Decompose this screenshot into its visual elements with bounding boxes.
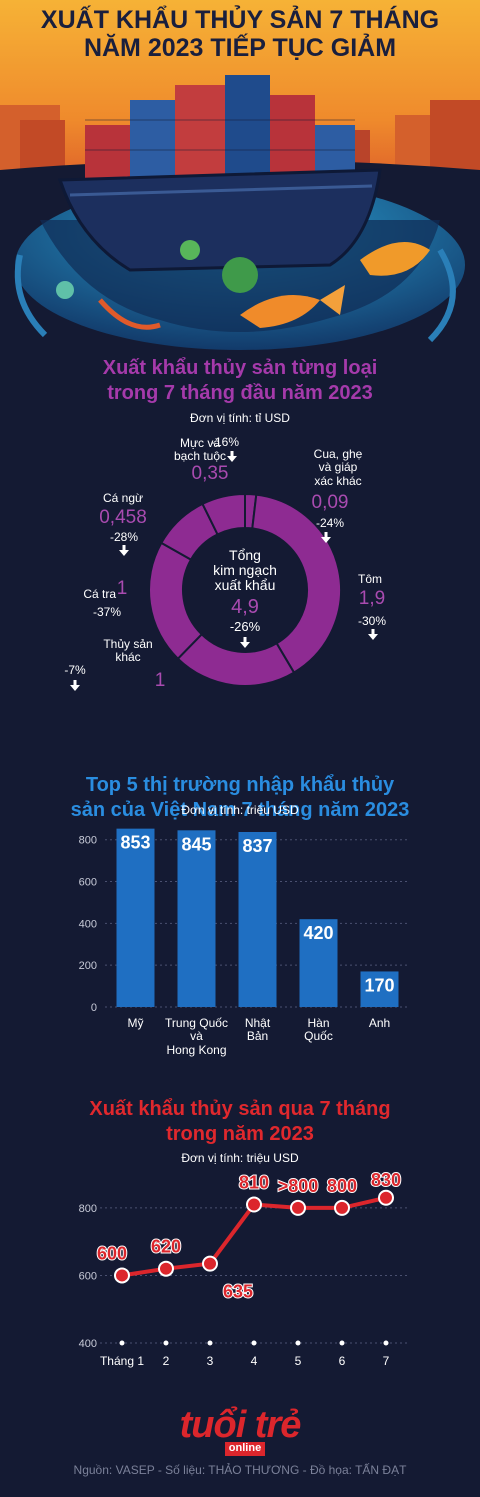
axis-dot — [383, 1340, 389, 1346]
point — [378, 1189, 394, 1206]
main-title: XUẤT KHẨU THỦY SẢN 7 THÁNG NĂM 2023 TIẾP… — [40, 6, 440, 62]
pie-category-label: Cá ngừ — [102, 491, 144, 505]
bar — [177, 830, 216, 1007]
pie-category-label: Cua, ghẹ và giáp xác khác — [313, 447, 363, 488]
logo: tuổi trẻ — [179, 1404, 302, 1446]
pie-subtitle: Đơn vị tính: tỉ USD — [190, 411, 290, 425]
point-label: 600 — [97, 1243, 127, 1263]
y-tick-label: 200 — [79, 960, 97, 972]
axis-dot — [251, 1340, 257, 1346]
x-tick-label: 4 — [251, 1354, 258, 1368]
pie-change-label: -37% — [92, 605, 122, 619]
y-tick-label: 0 — [91, 1002, 97, 1014]
logo-box — [225, 1442, 265, 1456]
pie-value-label: 0,09 — [311, 492, 349, 513]
pie-category-label: Mực và bạch tuộc — [173, 436, 227, 464]
bar — [116, 828, 155, 1007]
down-arrow — [227, 451, 237, 462]
x-tick-label: Tháng 1 — [100, 1354, 144, 1368]
axis-dot — [295, 1340, 301, 1346]
axis-dot — [119, 1340, 125, 1346]
y-tick-label: 600 — [79, 877, 97, 889]
point-label: 800 — [327, 1176, 357, 1196]
x-tick-label: Anh — [368, 1016, 391, 1030]
point-label: 620 — [151, 1237, 181, 1257]
pie-change-label: -30% — [357, 614, 387, 628]
pie-value-label: 1 — [154, 670, 166, 691]
down-arrow — [70, 680, 80, 691]
pie-change-label: -24% — [315, 516, 345, 530]
point-label: >800 — [278, 1176, 319, 1196]
bar-value-label: 420 — [303, 923, 333, 943]
header-illustration — [0, 0, 480, 360]
bar-value-label: 170 — [364, 975, 394, 995]
bar — [360, 971, 399, 1007]
bar-title: Top 5 thị trường nhập khẩu thủy sản của … — [70, 774, 410, 821]
point — [114, 1267, 130, 1284]
y-tick-label: 800 — [79, 1203, 97, 1215]
pie-slice — [148, 541, 204, 661]
bar-value-label: 853 — [120, 833, 150, 853]
point — [202, 1255, 218, 1272]
pie-slice — [251, 493, 342, 674]
x-tick-label: Nhật Bản — [244, 1016, 271, 1044]
x-tick-label: 6 — [339, 1354, 346, 1368]
y-tick-label: 400 — [79, 918, 97, 930]
pie-change-label: -7% — [64, 663, 86, 677]
axis-dot — [339, 1340, 345, 1346]
pie-value-label: 1 — [116, 578, 128, 599]
y-tick-label: 400 — [79, 1338, 97, 1350]
point-label: 830 — [371, 1170, 401, 1190]
pie-center-label: Tổng kim ngạch xuất khẩu — [213, 547, 277, 593]
point — [246, 1196, 262, 1213]
axis-dot — [163, 1340, 169, 1346]
line-title: Xuất khẩu thủy sản qua 7 tháng trong năm… — [89, 1098, 391, 1145]
y-tick-label: 800 — [79, 835, 97, 847]
pie-change-label: -28% — [109, 530, 139, 544]
x-tick-label: 2 — [163, 1354, 170, 1368]
down-arrow — [321, 532, 331, 543]
down-arrow — [240, 637, 250, 648]
axis-dot — [207, 1340, 213, 1346]
point — [334, 1199, 350, 1216]
point-label: 810 — [239, 1173, 269, 1193]
pie-total-change: -26% — [229, 619, 261, 634]
bar — [238, 831, 277, 1007]
bar — [299, 919, 338, 1007]
logo-sub: online — [228, 1442, 262, 1454]
pie-change-label: -16% — [210, 435, 240, 449]
x-tick-label: 5 — [295, 1354, 302, 1368]
bar-subtitle: Đơn vị tính: triệu USD — [181, 803, 299, 817]
pie-category-label: Cá tra — [83, 587, 116, 601]
x-tick-label: 7 — [383, 1354, 390, 1368]
pie-slice — [201, 492, 246, 536]
x-tick-label: 3 — [207, 1354, 214, 1368]
x-tick-label: Mỹ — [127, 1016, 144, 1030]
bar-value-label: 837 — [242, 836, 272, 856]
point — [290, 1199, 306, 1216]
line-subtitle: Đơn vị tính: triệu USD — [181, 1151, 299, 1165]
point-label: 635 — [223, 1282, 253, 1302]
pie-value-label: 1,9 — [358, 588, 386, 609]
down-arrow — [368, 629, 378, 640]
pie-category-label: Thủy sản khác — [103, 637, 153, 665]
y-tick-label: 600 — [79, 1270, 97, 1282]
bar-value-label: 845 — [181, 834, 211, 854]
point — [158, 1260, 174, 1277]
pie-value-label: 0,35 — [191, 463, 229, 484]
pie-value-label: 0,458 — [99, 507, 147, 528]
down-arrow — [119, 545, 129, 556]
pie-total: 4,9 — [231, 596, 259, 618]
pie-category-label: Tôm — [358, 572, 382, 586]
x-tick-label: Hàn Quốc — [304, 1016, 333, 1044]
x-tick-label: Trung Quốc và Hong Kong — [165, 1016, 228, 1057]
pie-title: Xuất khẩu thủy sản từng loại trong 7 thá… — [102, 357, 378, 404]
source: Nguồn: VASEP - Số liệu: THẢO THƯƠNG - Đồ… — [73, 1463, 407, 1477]
